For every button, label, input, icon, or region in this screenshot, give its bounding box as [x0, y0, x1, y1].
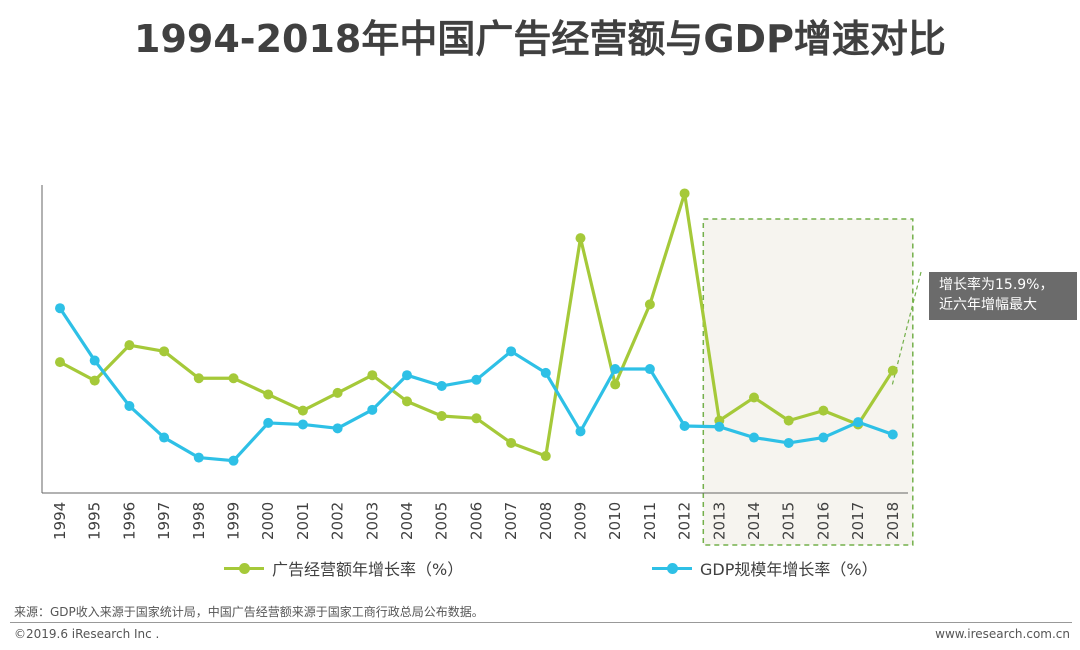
series-1-point-2005	[436, 380, 447, 391]
series-0-point-2014	[749, 392, 759, 403]
x-tick-label-2011: 2011	[641, 502, 659, 540]
series-0-point-1995	[89, 375, 100, 386]
series-0-point-2003	[367, 370, 378, 381]
x-tick-label-2017: 2017	[849, 502, 867, 540]
x-tick-label-2009: 2009	[572, 502, 590, 540]
series-1-point-2014	[749, 432, 759, 443]
x-tick-label-2000: 2000	[259, 502, 277, 540]
x-tick-label-2001: 2001	[294, 502, 312, 540]
series-0-point-2016	[818, 405, 829, 416]
series-0-point-2001	[297, 405, 308, 416]
x-tick-label-1995: 1995	[86, 502, 104, 540]
x-tick-label-2014: 2014	[745, 502, 763, 540]
x-tick-label-2006: 2006	[467, 502, 485, 540]
legend-label-gdp: GDP规模年增长率（%）	[700, 560, 878, 579]
callout-leader-line	[891, 271, 922, 387]
series-0-point-2007	[506, 437, 517, 448]
x-tick-label-2008: 2008	[537, 502, 555, 540]
x-tick-label-2018: 2018	[884, 502, 902, 540]
footer-divider	[10, 622, 1072, 623]
x-tick-label-2016: 2016	[814, 502, 832, 540]
series-0-point-2004	[402, 396, 412, 407]
series-0-point-2002	[332, 387, 343, 398]
series-0-point-1997	[159, 346, 170, 357]
series-1-point-1994	[55, 303, 65, 314]
series-0-point-1999	[228, 373, 239, 384]
x-tick-label-1997: 1997	[155, 502, 173, 540]
source-note: 来源：GDP收入来源于国家统计局，中国广告经营额来源于国家工商行政总局公布数据。	[14, 605, 484, 619]
series-0-point-1994	[55, 357, 65, 368]
x-tick-label-2002: 2002	[329, 502, 347, 540]
series-0-point-2018	[887, 365, 898, 376]
series-0-point-2006	[471, 413, 482, 424]
series-1-point-2002	[332, 423, 343, 434]
series-1-point-2013	[714, 421, 725, 432]
series-0-point-2009	[575, 233, 586, 244]
callout-line-1: 增长率为15.9%，	[939, 277, 1054, 293]
legend-swatch-ad	[224, 562, 264, 574]
x-tick-label-2003: 2003	[363, 502, 381, 540]
website-link[interactable]: www.iresearch.com.cn	[935, 627, 1070, 641]
highlight-region	[702, 218, 914, 546]
x-tick-label-2010: 2010	[606, 502, 624, 540]
series-1-point-2012	[679, 421, 690, 432]
x-tick-label-1994: 1994	[51, 502, 69, 540]
series-1-point-2010	[610, 364, 621, 375]
series-1-point-2001	[297, 419, 308, 430]
x-tick-label-2015: 2015	[780, 502, 798, 540]
series-1-point-2004	[402, 370, 412, 381]
series-1-point-2000	[263, 417, 274, 428]
series-1-point-2015	[783, 437, 794, 448]
series-1-point-2017	[853, 417, 864, 428]
series-0-point-2008	[540, 451, 551, 462]
series-1-point-1997	[159, 432, 170, 443]
x-tick-label-1996: 1996	[120, 502, 138, 540]
series-1-point-1999	[228, 455, 239, 466]
x-tick-label-1999: 1999	[225, 502, 243, 540]
callout-line-2: 近六年增幅最大	[939, 297, 1037, 313]
legend-item-gdp-growth: GDP规模年增长率（%）	[652, 556, 878, 580]
series-1-point-1998	[193, 452, 204, 463]
series-1-point-2016	[818, 432, 829, 443]
series-1-point-1995	[89, 355, 100, 366]
line-chart: 1994 1995 1996 1997 1998 1999 2000 2001 2002 2003…	[41, 185, 922, 546]
x-tick-label-2004: 2004	[398, 502, 416, 540]
annotation-callout: 增长率为15.9%， 近六年增幅最大	[929, 272, 1077, 320]
x-tick-label-2005: 2005	[433, 502, 451, 540]
series-0-point-2000	[263, 389, 274, 400]
series-0-point-2011	[644, 299, 655, 310]
x-tick-label-2013: 2013	[710, 502, 728, 540]
series-1-point-2018	[887, 429, 898, 440]
series-1-point-2006	[471, 374, 482, 385]
legend-item-ad-growth: 广告经营额年增长率（%）	[224, 556, 463, 580]
series-1-point-2009	[575, 426, 586, 437]
series-0-point-2015	[783, 415, 794, 426]
series-0-point-2012	[679, 188, 690, 199]
x-tick-label-2007: 2007	[502, 502, 520, 540]
chart-title: 1994-2018年中国广告经营额与GDP增速对比	[134, 17, 946, 61]
series-0-point-1996	[124, 340, 135, 351]
x-tick-label-1998: 1998	[190, 502, 208, 540]
series-1-point-2011	[644, 364, 655, 375]
legend-label-ad: 广告经营额年增长率（%）	[272, 560, 464, 579]
legend-swatch-gdp	[652, 562, 692, 574]
series-0-point-1998	[193, 373, 204, 384]
series-1-point-2003	[367, 404, 378, 415]
series-1-point-2008	[540, 367, 551, 378]
series-1-point-1996	[124, 400, 135, 411]
copyright: ©2019.6 iResearch Inc .	[14, 627, 160, 641]
series-0-point-2005	[436, 411, 447, 421]
series-1-point-2007	[506, 346, 517, 357]
series-0-point-2010	[610, 379, 621, 390]
x-tick-label-2012: 2012	[676, 502, 694, 540]
